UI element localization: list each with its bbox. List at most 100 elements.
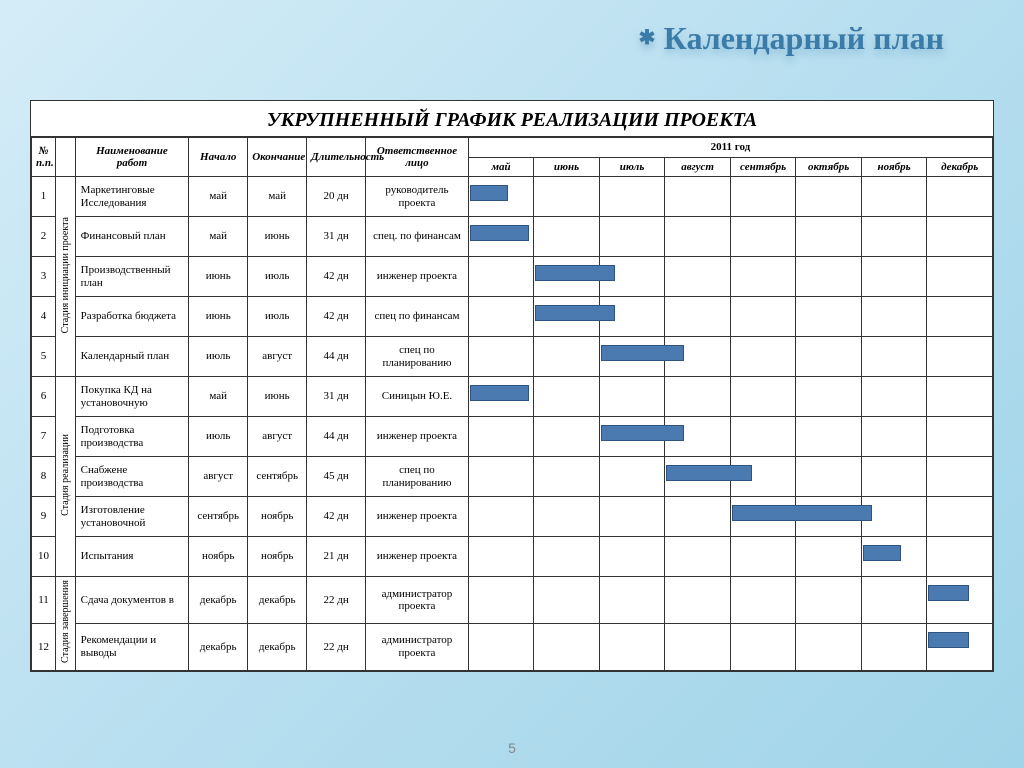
th-start: Начало [189, 138, 248, 177]
cell-resp: спец по планированию [366, 457, 469, 497]
gantt-table: № п.п. Наименование работ Начало Окончан… [31, 137, 993, 671]
cell-month [796, 257, 862, 297]
cell-month [927, 537, 993, 577]
cell-month [730, 337, 796, 377]
cell-month [730, 417, 796, 457]
cell-nn: 6 [32, 377, 56, 417]
cell-resp: инженер проекта [366, 497, 469, 537]
slide: Календарный план УКРУПНЕННЫЙ ГРАФИК РЕАЛ… [0, 0, 1024, 768]
cell-end: ноябрь [248, 497, 307, 537]
gantt-bar [863, 545, 901, 561]
cell-month [796, 497, 862, 537]
table-row: 3Производственный планиюньиюль42 днинжен… [32, 257, 993, 297]
cell-month [796, 417, 862, 457]
th-month: июнь [534, 157, 600, 177]
cell-start: август [189, 457, 248, 497]
cell-month [796, 624, 862, 671]
cell-end: декабрь [248, 577, 307, 624]
cell-month [534, 537, 600, 577]
th-month: сентябрь [730, 157, 796, 177]
gantt-bar [470, 225, 529, 241]
cell-month [534, 217, 600, 257]
cell-month [861, 457, 927, 497]
th-end: Окончание [248, 138, 307, 177]
cell-resp: администратор проекта [366, 577, 469, 624]
cell-month [534, 457, 600, 497]
cell-month [730, 624, 796, 671]
th-name: Наименование работ [75, 138, 189, 177]
cell-month [468, 297, 534, 337]
th-month: август [665, 157, 731, 177]
table-row: 12Рекомендации и выводыдекабрьдекабрь22 … [32, 624, 993, 671]
cell-start: май [189, 377, 248, 417]
table-row: 6Стадия реализацииПокупка КД на установо… [32, 377, 993, 417]
cell-end: июнь [248, 377, 307, 417]
cell-month [861, 537, 927, 577]
cell-month [468, 377, 534, 417]
cell-name: Маркетинговые Исследования [75, 177, 189, 217]
cell-month [796, 337, 862, 377]
cell-nn: 1 [32, 177, 56, 217]
cell-month [599, 497, 665, 537]
cell-month [534, 337, 600, 377]
table-row: 8Снабжене производстваавгустсентябрь45 д… [32, 457, 993, 497]
cell-nn: 10 [32, 537, 56, 577]
cell-month [730, 497, 796, 537]
cell-month [665, 577, 731, 624]
cell-end: август [248, 417, 307, 457]
cell-start: сентябрь [189, 497, 248, 537]
cell-month [861, 377, 927, 417]
table-row: 2Финансовый планмайиюнь31 днспец. по фин… [32, 217, 993, 257]
cell-end: май [248, 177, 307, 217]
cell-month [665, 377, 731, 417]
stage-label: Стадия завершения [60, 580, 72, 663]
cell-end: июнь [248, 217, 307, 257]
cell-month [599, 417, 665, 457]
table-row: 10Испытанияноябрьноябрь21 днинженер прое… [32, 537, 993, 577]
cell-month [927, 417, 993, 457]
cell-month [534, 577, 600, 624]
gantt-table-wrap: УКРУПНЕННЫЙ ГРАФИК РЕАЛИЗАЦИИ ПРОЕКТА № … [30, 100, 994, 672]
cell-month [599, 624, 665, 671]
cell-end: июль [248, 257, 307, 297]
cell-resp: Синицын Ю.Е. [366, 377, 469, 417]
cell-month [468, 417, 534, 457]
cell-month [599, 457, 665, 497]
cell-stage: Стадия реализации [56, 377, 76, 577]
cell-month [927, 457, 993, 497]
cell-month [665, 257, 731, 297]
cell-nn: 12 [32, 624, 56, 671]
cell-resp: администратор проекта [366, 624, 469, 671]
cell-month [534, 257, 600, 297]
cell-stage: Стадия завершения [56, 577, 76, 671]
cell-dur: 42 дн [307, 257, 366, 297]
cell-month [665, 624, 731, 671]
cell-resp: руководитель проекта [366, 177, 469, 217]
cell-resp: инженер проекта [366, 257, 469, 297]
th-year: 2011 год [468, 138, 992, 158]
stage-label: Стадия инициации проекта [60, 217, 72, 333]
cell-start: май [189, 217, 248, 257]
cell-month [861, 624, 927, 671]
th-month: октябрь [796, 157, 862, 177]
cell-month [665, 497, 731, 537]
cell-dur: 31 дн [307, 217, 366, 257]
cell-month [534, 417, 600, 457]
cell-month [861, 257, 927, 297]
cell-month [468, 577, 534, 624]
cell-nn: 7 [32, 417, 56, 457]
cell-nn: 8 [32, 457, 56, 497]
cell-end: июль [248, 297, 307, 337]
cell-dur: 42 дн [307, 297, 366, 337]
table-row: 7Подготовка производстваиюльавгуст44 дни… [32, 417, 993, 457]
cell-name: Производственный план [75, 257, 189, 297]
cell-name: Календарный план [75, 337, 189, 377]
cell-dur: 22 дн [307, 577, 366, 624]
cell-resp: спец. по финансам [366, 217, 469, 257]
th-nn: № п.п. [32, 138, 56, 177]
cell-month [861, 577, 927, 624]
cell-resp: спец по планированию [366, 337, 469, 377]
cell-name: Финансовый план [75, 217, 189, 257]
cell-month [599, 297, 665, 337]
cell-month [730, 257, 796, 297]
